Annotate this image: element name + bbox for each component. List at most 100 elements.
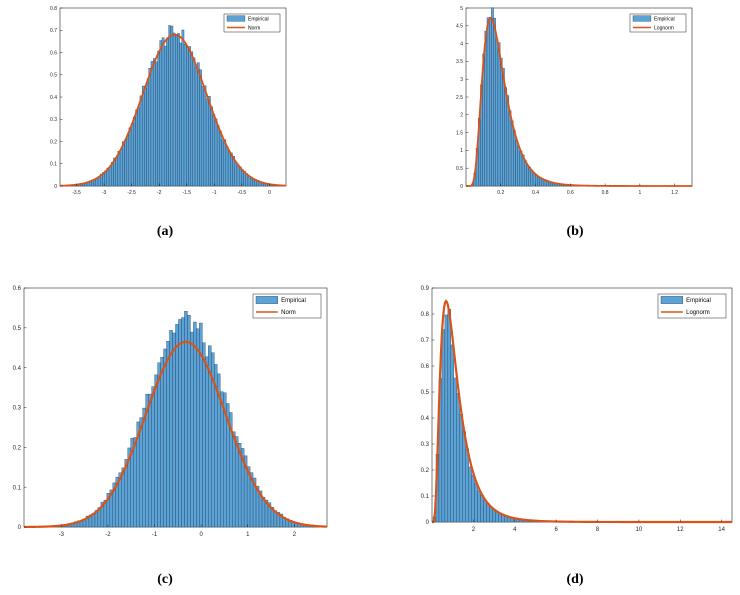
y-tick-label: 4.5 [456,24,463,30]
histogram-bar [122,141,125,187]
histogram-bar [157,362,161,528]
histogram-bar [216,125,220,187]
y-tick-label: 0.6 [50,50,57,56]
y-tick-label: 0.2 [13,445,22,451]
histogram-bar [219,130,222,187]
histogram-bar [203,85,207,187]
y-tick-label: 0.5 [50,73,57,79]
histogram-bar [524,160,527,187]
histogram-bar [220,391,224,528]
x-tick-label: 0.2 [497,190,504,196]
histogram-bar [128,127,132,187]
y-tick-label: 0.4 [50,95,57,101]
x-tick-label: 1.2 [671,190,678,196]
y-tick-label: 0.2 [421,468,430,474]
y-tick-label: 0.5 [13,326,22,332]
y-tick-label: 3.5 [456,59,463,65]
histogram-bar [208,96,211,187]
y-tick-label: 0 [460,184,463,190]
y-tick-label: 0 [18,525,22,531]
y-tick-label: 0.8 [421,312,430,318]
histogram-bar [157,50,160,187]
histogram-bar [154,374,158,528]
histogram-bar [177,33,180,187]
histogram-bar [227,151,231,187]
legend-label-empirical: Empirical [686,298,711,304]
histogram-bar [497,42,501,187]
histogram-bar [151,386,155,528]
histogram-bar [495,39,499,187]
histogram-bar [453,377,457,523]
histogram-bar [480,495,484,523]
histogram-bar [223,139,227,187]
x-tick-label: 2 [293,532,297,538]
x-tick-label: 10 [636,527,643,533]
histogram-bar [146,81,149,187]
y-tick-label: 0.2 [50,139,57,145]
y-tick-label: 0.3 [421,442,430,448]
legend-swatch-empirical [632,15,652,22]
legend-label-fit: Norm [248,25,260,31]
histogram-bar [513,130,516,187]
histogram-bar [121,467,125,528]
y-tick-label: 2.5 [456,95,463,101]
histogram-bar [148,67,152,187]
x-tick-label: 2 [472,527,476,533]
histogram-bar [139,417,143,528]
y-tick-label: 0.1 [13,485,22,491]
chart-d-group: 2 4 6 8 10 12 14 0 0.1 0.2 0.3 0.4 0.5 0.6 0.7 0.8 0.9 Em… [421,286,733,533]
histogram-bar [124,140,127,187]
histogram-bar [508,110,512,187]
y-tick-label: 0.1 [421,494,430,500]
y-tick-label: 0.4 [421,416,430,422]
y-tick-label: 0.3 [13,406,22,412]
histogram-bar [192,57,196,187]
histogram-bar [232,431,236,528]
histogram-bar [447,308,452,523]
histogram-bar [164,45,167,187]
fit-line-a [59,33,287,187]
histogram-bar [178,319,182,528]
histogram-bar [486,17,490,187]
y-tick-label: 0.6 [421,364,430,370]
legend-label-empirical: Empirical [281,298,306,304]
caption-d: (d) [566,572,584,587]
legend-label-fit: Lognorm [654,25,674,31]
y-tick-label: 0 [426,520,430,526]
histogram-bar [201,86,205,187]
histogram-bar [236,165,240,187]
histogram-bar [537,176,540,187]
histogram-bar [234,161,238,187]
histogram-bar [115,157,119,187]
y-tick-label: 5 [460,6,463,12]
histogram-bar [459,414,463,523]
legend-label-fit: Lognorm [686,310,710,316]
legend-label-fit: Norm [281,310,296,316]
histogram-bar [175,324,179,528]
x-tick-label: 0.6 [567,190,574,196]
histogram-bar [499,57,503,187]
histogram-bar [168,25,171,187]
histogram-bar [163,348,167,528]
legend-swatch-empirical [255,296,278,304]
histogram-bar [471,474,475,523]
histogram-bar [526,165,529,187]
histogram-bar [190,51,194,187]
histogram-bar [205,98,209,187]
histogram-bar [181,29,185,187]
histogram-bar [126,134,130,187]
histogram-bar [515,139,518,187]
histogram-bar [212,114,216,187]
fit-line-b [466,17,692,187]
caption-b: (b) [566,224,584,239]
histogram-bar [199,69,202,187]
histogram-bar [519,150,523,187]
x-tick-label: 0.4 [532,190,539,196]
x-tick-label: -3 [102,190,107,196]
x-tick-label: -1 [152,532,158,538]
y-tick-label: 2 [460,113,463,119]
histogram-bar [465,448,469,523]
histogram-bar [194,66,198,187]
caption-a: (a) [156,224,174,239]
